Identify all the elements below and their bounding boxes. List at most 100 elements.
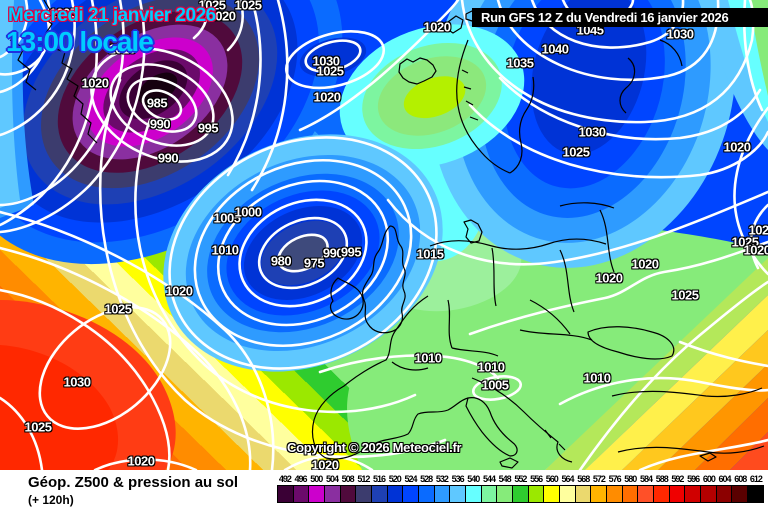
- pressure-label: 1020: [208, 8, 236, 24]
- pressure-label: 1030: [666, 26, 694, 42]
- scale-value: 568: [577, 474, 590, 484]
- color-scale-swatches: [277, 485, 764, 503]
- scale-swatch: [748, 486, 763, 502]
- map-parameter-title: Géop. Z500 & pression au sol: [28, 474, 239, 491]
- scale-swatch: [669, 486, 686, 502]
- color-scale: 492 496 500 504 508 512 516 520 524 528 532 536 540 5…: [277, 474, 764, 503]
- pressure-label: 990: [149, 116, 171, 132]
- coastlines: [9, 0, 765, 469]
- pressure-label: 1010: [414, 350, 442, 366]
- pressure-label: 995: [340, 244, 362, 260]
- pressure-label: 1015: [416, 246, 444, 262]
- copyright-notice: Copyright © 2026 Meteociel.fr: [287, 440, 462, 455]
- field-left-edge: [0, 0, 34, 218]
- legend-bar: Géop. Z500 & pression au sol (+ 120h) 49…: [0, 470, 768, 512]
- pressure-label: 975: [303, 255, 325, 271]
- scale-value: 524: [404, 474, 417, 484]
- pressure-label: 1025: [671, 287, 699, 303]
- scale-swatch: [685, 486, 702, 502]
- scale-swatch: [544, 486, 561, 502]
- scale-value: 520: [388, 474, 402, 484]
- scale-value: 496: [294, 474, 308, 484]
- pressure-label: 1030: [63, 374, 91, 390]
- pressure-label: 1025: [104, 301, 132, 317]
- scale-value: 500: [310, 474, 323, 484]
- isobars: [0, 0, 768, 470]
- scale-swatch: [701, 486, 717, 502]
- scale-value: 504: [325, 474, 339, 484]
- pressure-label: 1005: [213, 210, 241, 226]
- scale-swatch: [638, 486, 655, 502]
- field-azores-high: [0, 300, 176, 470]
- pressure-label: 1025: [24, 419, 52, 435]
- scale-swatch: [622, 486, 639, 502]
- scale-value: 492: [278, 474, 292, 484]
- scale-swatch: [513, 486, 529, 502]
- scale-value: 544: [482, 474, 496, 484]
- scale-swatch: [340, 486, 357, 502]
- scale-value: 560: [545, 474, 559, 484]
- scale-value: 508: [341, 474, 355, 484]
- scale-swatch: [607, 486, 623, 502]
- scale-swatch: [716, 486, 733, 502]
- scale-value: 584: [640, 474, 653, 484]
- scale-value: 600: [702, 474, 716, 484]
- scale-value: 512: [357, 474, 370, 484]
- map-canvas: [0, 0, 768, 470]
- scale-value: 556: [530, 474, 543, 484]
- pressure-label: 1020: [165, 283, 193, 299]
- scale-swatch: [387, 486, 404, 502]
- pressure-label: 1025: [198, 0, 226, 13]
- scale-value: 536: [451, 474, 465, 484]
- pressure-label: 990: [322, 245, 344, 261]
- scale-swatch: [654, 486, 670, 502]
- scale-swatch: [732, 486, 749, 502]
- map-date: Mercredi 21 janvier 2026: [8, 5, 216, 26]
- pressure-label: 1020: [595, 270, 623, 286]
- field-norwegian-green: [339, 24, 525, 168]
- pressure-label: 1005: [481, 377, 509, 393]
- scale-value: 540: [467, 474, 480, 484]
- scale-swatch: [560, 486, 576, 502]
- pressure-label: 1025: [234, 0, 262, 13]
- scale-swatch: [356, 486, 373, 502]
- scale-value: 532: [435, 474, 449, 484]
- scale-value: 548: [498, 474, 512, 484]
- pressure-label: 1020: [423, 19, 451, 35]
- scale-swatch: [403, 486, 420, 502]
- scale-swatch: [419, 486, 435, 502]
- pressure-label: 1010: [477, 359, 505, 375]
- pressure-label: 1000: [234, 204, 262, 220]
- scale-swatch: [372, 486, 388, 502]
- scale-swatch: [325, 486, 341, 502]
- scale-swatch: [591, 486, 608, 502]
- scale-value: 596: [687, 474, 700, 484]
- pressure-label: 1025: [316, 63, 344, 79]
- scale-value: 564: [561, 474, 574, 484]
- scale-swatch: [450, 486, 467, 502]
- scale-value: 612: [749, 474, 763, 484]
- scale-swatch: [481, 486, 498, 502]
- scale-swatch: [293, 486, 310, 502]
- pressure-label: 1020: [723, 139, 751, 155]
- scale-value: 516: [373, 474, 386, 484]
- pressure-label: 1030: [312, 53, 340, 69]
- pressure-label: 1020: [313, 89, 341, 105]
- scale-value: 528: [420, 474, 433, 484]
- scale-swatch: [278, 486, 294, 502]
- scale-value: 580: [624, 474, 637, 484]
- map-time: 13:00 locale: [6, 26, 154, 57]
- scale-swatch: [528, 486, 545, 502]
- scale-swatch: [466, 486, 482, 502]
- color-scale-values: 492 496 500 504 508 512 516 520 524 528 532 536 540 5…: [277, 474, 764, 484]
- pressure-label: 980: [270, 253, 292, 269]
- scale-swatch: [497, 486, 514, 502]
- pressure-label: 995: [197, 120, 219, 136]
- scale-value: 604: [718, 474, 732, 484]
- scale-swatch: [434, 486, 451, 502]
- scale-value: 552: [514, 474, 527, 484]
- scale-value: 608: [734, 474, 747, 484]
- scale-swatch: [309, 486, 326, 502]
- scale-value: 572: [592, 474, 606, 484]
